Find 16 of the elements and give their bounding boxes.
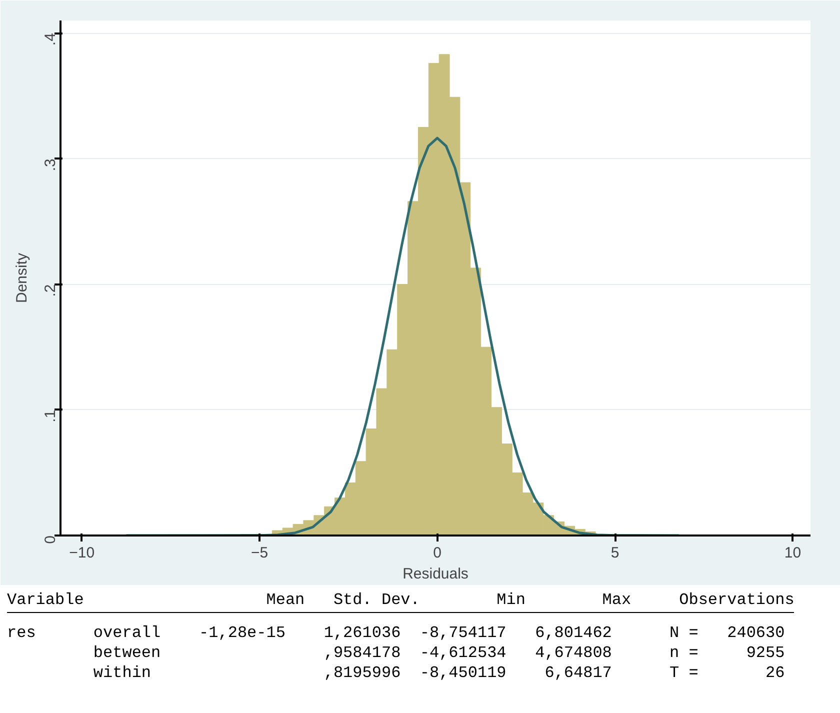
x-tick-label: −10: [69, 544, 95, 562]
y-tick-label: 0: [42, 536, 59, 544]
y-axis-title: Density: [14, 252, 30, 304]
text: within ,8195996 -8,450119 6,64817 T = 26: [92, 663, 786, 683]
text: between ,9584178 -4,612534 4,674808 n = 9255: [92, 643, 786, 663]
x-tick-label: 10: [784, 544, 802, 562]
y-tick-label: .1: [42, 410, 59, 422]
text: Variable Mean Std. Dev. Min Max Observations: [7, 590, 794, 613]
x-tick-label: 5: [610, 544, 620, 562]
y-tick-label: .4: [42, 33, 59, 46]
x-tick-label: −5: [251, 544, 268, 562]
x-axis-title: Residuals: [402, 566, 468, 582]
text: res overall -1,28e-15 1,261036 -8,754117 6,801462 N = 240630: [7, 623, 786, 643]
y-tick-label: .2: [42, 284, 59, 297]
y-tick-label: .3: [42, 158, 59, 172]
x-tick-label: 0: [433, 544, 442, 562]
